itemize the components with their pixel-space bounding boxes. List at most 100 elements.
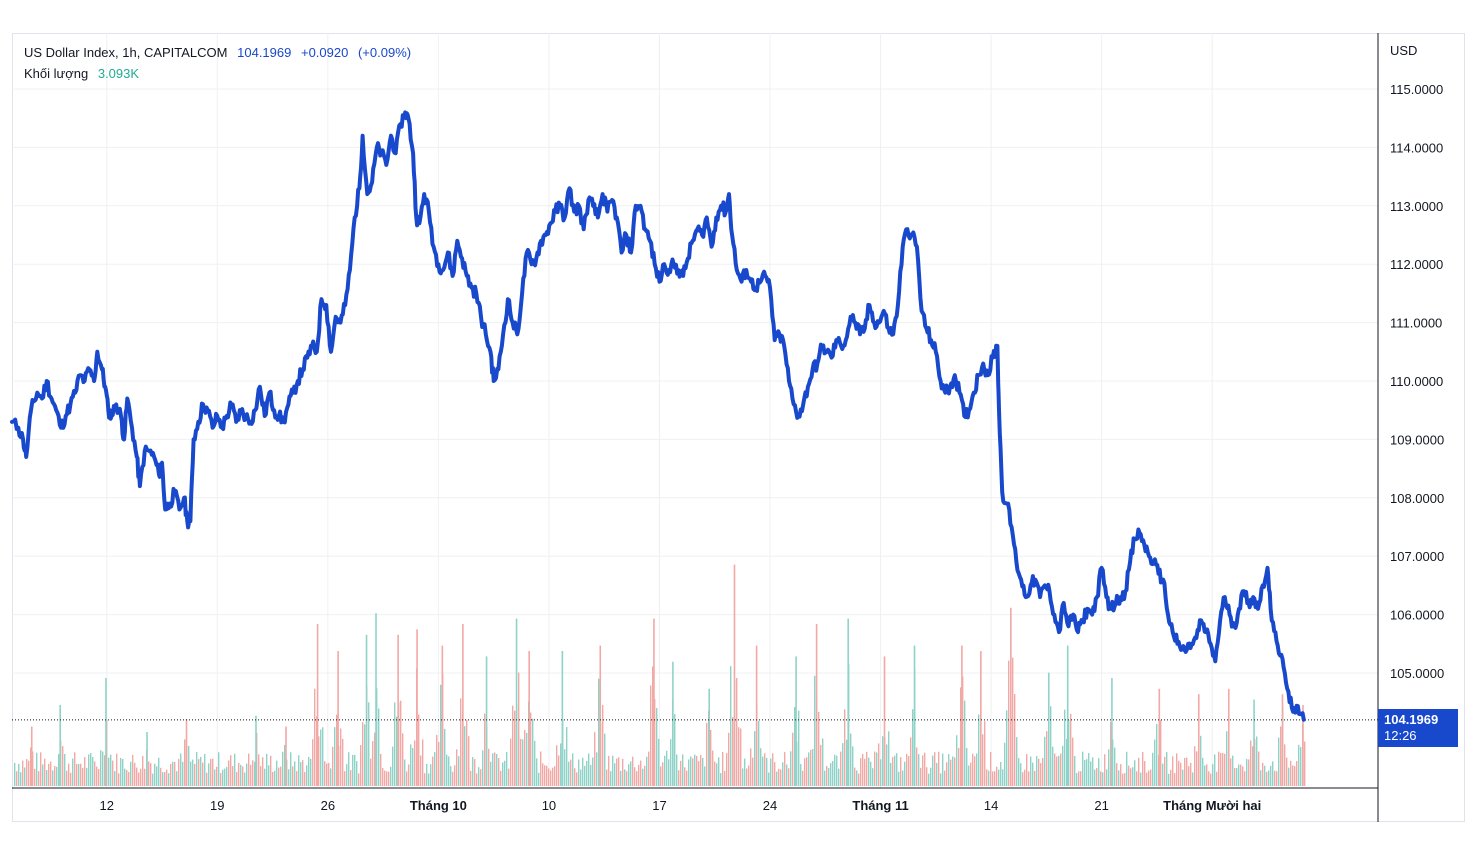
volume-bar (840, 751, 842, 786)
volume-bar (482, 750, 484, 786)
volume-bar (920, 767, 922, 786)
volume-bar (1098, 758, 1100, 786)
price-axis[interactable]: USD 115.0000 114.0000 113.0000 112.0000 111.… (1390, 43, 1444, 681)
volume-bar (46, 770, 48, 786)
volume-bar (352, 754, 354, 786)
volume-bar-peak (1047, 672, 1050, 786)
volume-bar (1120, 764, 1122, 786)
symbol-title[interactable]: US Dollar Index, 1h, CAPITALCOM (24, 45, 228, 60)
volume-bar (730, 666, 732, 786)
volume-bar (982, 734, 984, 786)
volume-bar (1272, 761, 1274, 786)
volume-bar (970, 762, 972, 786)
volume-bar (520, 738, 522, 786)
volume-bar (168, 773, 170, 786)
volume-bar (496, 753, 498, 786)
volume-bar (216, 766, 218, 786)
volume-bar (1076, 773, 1078, 786)
volume-bar (222, 769, 224, 786)
volume-bar (642, 768, 644, 786)
volume-bar (1064, 709, 1066, 786)
price-axis-tick: 107.0000 (1390, 549, 1444, 564)
volume-bar (572, 753, 574, 786)
volume-bar (550, 770, 552, 786)
volume-bar (880, 759, 882, 786)
volume-label[interactable]: Khối lượng (24, 66, 89, 81)
volume-bar (858, 773, 860, 786)
volume-bar (1166, 752, 1168, 786)
volume-bar (126, 770, 128, 786)
volume-bar (604, 733, 606, 786)
volume-bar (938, 751, 940, 786)
volume-bar (998, 769, 1000, 786)
volume-bar (574, 768, 576, 786)
volume-bar (674, 714, 676, 786)
volume-bar (258, 754, 260, 786)
volume-bar (910, 737, 912, 786)
volume-bar (972, 753, 974, 786)
volume-bar (534, 740, 536, 786)
time-axis[interactable]: 12 19 26 Tháng 10 10 17 24 Tháng 11 14 21 Tháng Mư… (100, 798, 1262, 813)
volume-bar (1024, 769, 1026, 786)
volume-bar (36, 752, 38, 786)
volume-bar-peak (441, 645, 444, 786)
volume-bar (518, 672, 520, 786)
volume-bar (996, 766, 998, 786)
volume-bar (274, 770, 276, 786)
volume-bar (64, 753, 66, 786)
volume-bar (960, 687, 962, 786)
volume-bar (136, 767, 138, 786)
volume-bar (380, 754, 382, 786)
volume-bar-peak (961, 645, 963, 786)
volume-bar (98, 769, 100, 786)
volume-bar (370, 758, 372, 786)
volume-bar (680, 760, 682, 786)
volume-bar (80, 763, 82, 786)
volume-bar (1270, 765, 1272, 786)
volume-bar (636, 771, 638, 786)
volume-bar (402, 733, 404, 786)
volume-bar (466, 719, 468, 786)
volume-bar (420, 755, 422, 786)
volume-bar (130, 761, 132, 786)
volume-bar (1264, 765, 1266, 786)
volume-bar (212, 758, 214, 786)
volume-bar (292, 766, 294, 786)
volume-bar (110, 754, 112, 786)
volume-bar (234, 753, 236, 786)
price-axis-tick: 111.0000 (1390, 316, 1442, 331)
volume-bar (632, 756, 634, 786)
volume-bar (652, 666, 654, 786)
volume-bar (1204, 765, 1206, 786)
volume-bar (88, 754, 90, 786)
volume-bar (284, 744, 286, 786)
price-axis-tick: 106.0000 (1390, 608, 1444, 623)
volume-bar (776, 771, 778, 786)
volume-bar (58, 753, 60, 786)
volume-bar (842, 743, 844, 786)
volume-bar-peak (755, 645, 758, 786)
volume-bar (16, 771, 18, 786)
volume-bar (1170, 769, 1172, 786)
volume-bar (954, 757, 956, 786)
volume-bar (200, 756, 202, 786)
volume-bar (746, 768, 748, 786)
volume-bar (1054, 753, 1056, 786)
volume-bar-peak (59, 705, 61, 786)
volume-bar (742, 768, 744, 786)
volume-bar (664, 755, 666, 786)
volume-bar (1246, 758, 1248, 786)
volume-bar (138, 772, 140, 786)
volume-bar (504, 760, 506, 786)
volume-bar (888, 731, 890, 786)
volume-bar (898, 771, 900, 786)
volume-bar (298, 755, 300, 786)
volume-bar (1038, 758, 1040, 786)
volume-bar (682, 754, 684, 786)
volume-bar (404, 759, 406, 786)
volume-bar (618, 757, 620, 786)
volume-bar (1080, 771, 1082, 786)
volume-bar (1222, 752, 1224, 786)
volume-bar (1146, 772, 1148, 786)
